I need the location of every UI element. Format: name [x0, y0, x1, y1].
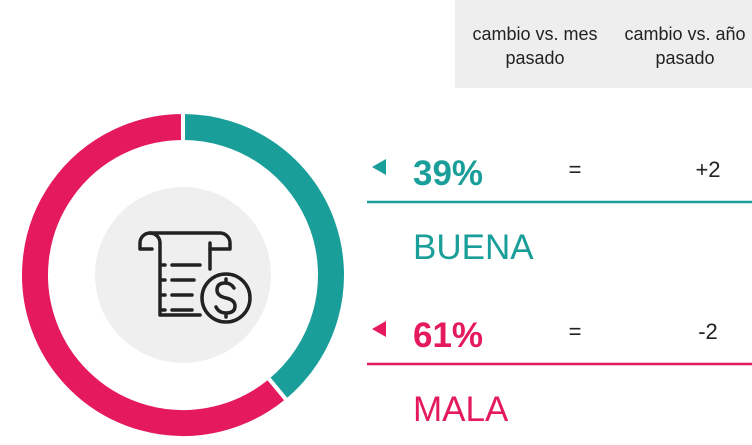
icon-background — [95, 187, 271, 363]
change-value: = — [569, 157, 582, 182]
donut — [18, 109, 348, 440]
category-label: MALA — [413, 390, 509, 429]
donut-segment — [18, 109, 290, 440]
category-label: BUENA — [413, 228, 534, 267]
column-header: cambio vs. mes pasado — [472, 24, 598, 68]
change-value: = — [569, 319, 582, 344]
percent-label: 39% — [413, 154, 483, 193]
column-header: cambio vs. año pasado — [624, 24, 746, 68]
invoice-icon — [138, 231, 252, 324]
header-box — [455, 0, 752, 88]
legend-marker — [372, 321, 386, 337]
change-value: -2 — [698, 319, 718, 344]
change-value: +2 — [695, 157, 720, 182]
percent-label: 61% — [413, 316, 483, 355]
legend-marker — [372, 159, 386, 175]
